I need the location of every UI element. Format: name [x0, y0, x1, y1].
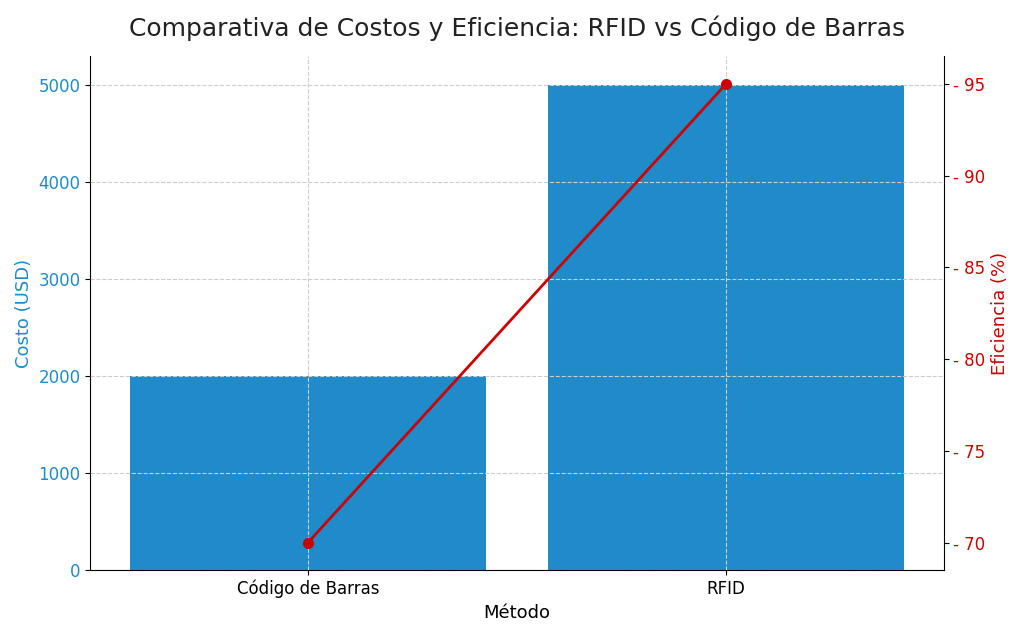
X-axis label: Método: Método	[483, 604, 551, 622]
Bar	[549, 85, 904, 570]
Title: Comparativa de Costos y Eficiencia: RFID vs Código de Barras: Comparativa de Costos y Eficiencia: RFID…	[129, 15, 905, 41]
Y-axis label: Costo (USD): Costo (USD)	[15, 259, 33, 368]
Bar	[130, 376, 485, 570]
Y-axis label: Eficiencia (%): Eficiencia (%)	[991, 252, 1009, 375]
